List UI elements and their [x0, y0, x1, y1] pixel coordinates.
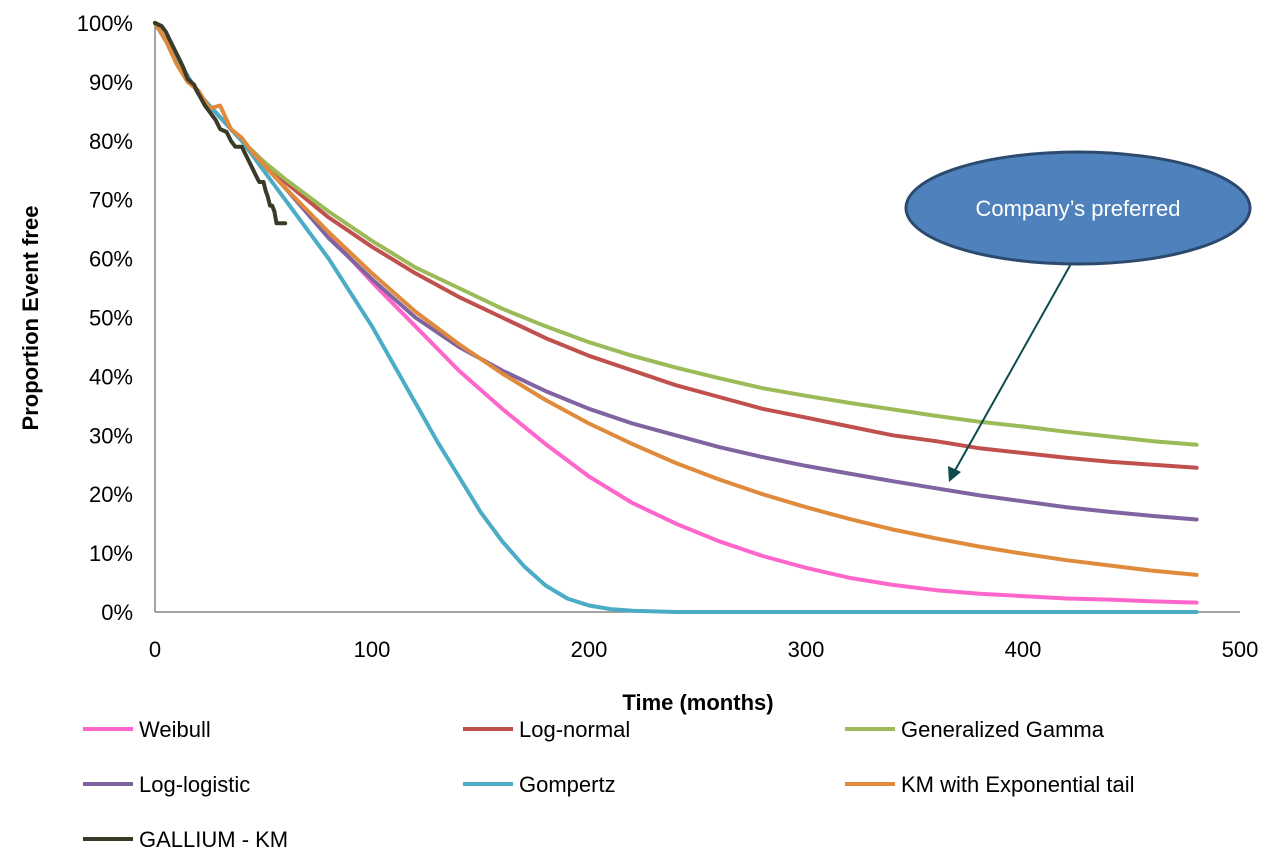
x-tick-label: 400 [1005, 637, 1042, 662]
series-line-weibull [153, 21, 1199, 605]
legend-item-log-logistic: Log-logistic [83, 772, 250, 797]
y-tick-label: 70% [89, 188, 133, 213]
legend-item-log-normal: Log-normal [463, 717, 630, 742]
y-tick-label: 20% [89, 482, 133, 507]
legend-item-gompertz: Gompertz [463, 772, 616, 797]
y-tick-label: 60% [89, 247, 133, 272]
legend-label: GALLIUM - KM [139, 827, 288, 850]
series-line-gallium-km [153, 21, 288, 226]
legend-item-km-with-exponential-tail: KM with Exponential tail [845, 772, 1135, 797]
x-axis-title: Time (months) [622, 690, 773, 715]
legend-label: Gompertz [519, 772, 616, 797]
x-tick-label: 100 [354, 637, 391, 662]
y-tick-label: 30% [89, 423, 133, 448]
series-line-km-with-exponential-tail [153, 21, 1199, 577]
legend-label: Log-normal [519, 717, 630, 742]
y-tick-label: 50% [89, 306, 133, 331]
callout-text: Company’s preferred [975, 196, 1180, 221]
series-line-log-normal [153, 21, 1199, 470]
series-line-generalized-gamma [153, 21, 1199, 447]
x-tick-label: 200 [571, 637, 608, 662]
legend-item-weibull: Weibull [83, 717, 211, 742]
series-lines [153, 21, 1199, 614]
legend-item-generalized-gamma: Generalized Gamma [845, 717, 1105, 742]
x-tick-label: 500 [1222, 637, 1259, 662]
tick-labels: 0% 10% 20% 30% 40% 50% 60% 70% 80% 90% 100% 0 100 200… [77, 11, 1259, 662]
series-line-log-logistic [153, 21, 1199, 522]
x-tick-label: 300 [788, 637, 825, 662]
legend-item-gallium-km: GALLIUM - KM [83, 827, 288, 850]
y-tick-label: 0% [101, 600, 133, 625]
legend-label: KM with Exponential tail [901, 772, 1135, 797]
legend-label: Log-logistic [139, 772, 250, 797]
y-tick-label: 80% [89, 129, 133, 154]
y-tick-label: 100% [77, 11, 133, 36]
y-tick-label: 10% [89, 541, 133, 566]
callout-annotation: Company’s preferred [904, 150, 1252, 482]
y-tick-label: 90% [89, 70, 133, 95]
axes [154, 23, 1240, 613]
callout-arrowhead [948, 466, 961, 482]
callout-bubble [904, 150, 1252, 266]
y-axis-title: Proportion Event free [18, 206, 43, 431]
legend-label: Generalized Gamma [901, 717, 1105, 742]
x-tick-label: 0 [149, 637, 161, 662]
legend-label: Weibull [139, 717, 211, 742]
legend: Weibull Log-normal Generalized Gamma Log-lo… [83, 717, 1135, 850]
y-tick-label: 40% [89, 364, 133, 389]
callout-arrow [952, 261, 1073, 475]
series-line-gompertz [153, 21, 1199, 614]
